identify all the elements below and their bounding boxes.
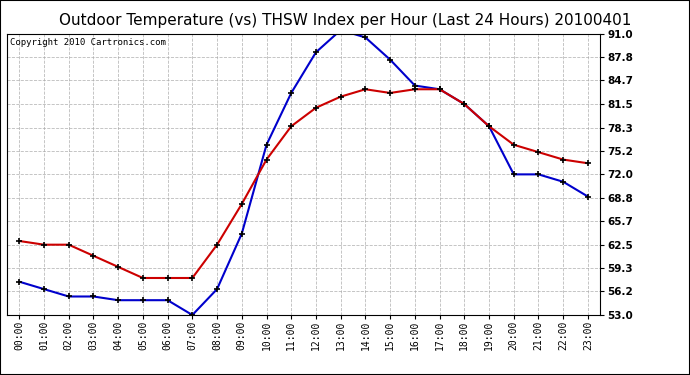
Text: Outdoor Temperature (vs) THSW Index per Hour (Last 24 Hours) 20100401: Outdoor Temperature (vs) THSW Index per … bbox=[59, 13, 631, 28]
Text: Copyright 2010 Cartronics.com: Copyright 2010 Cartronics.com bbox=[10, 38, 166, 47]
